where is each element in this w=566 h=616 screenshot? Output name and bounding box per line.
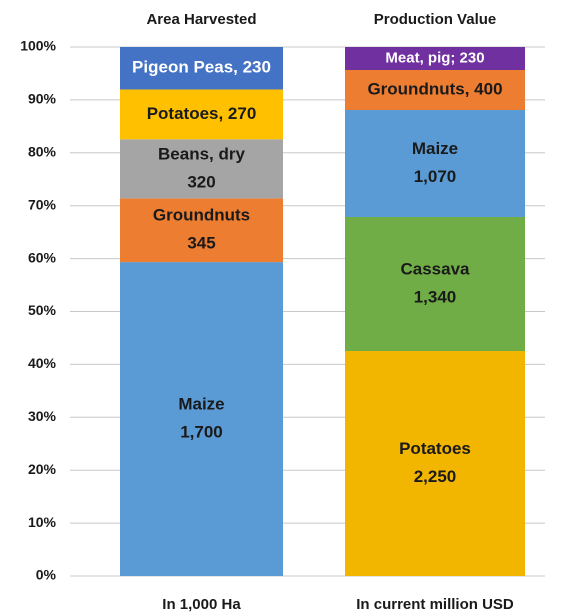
- bar-segment: [345, 217, 525, 351]
- segment-label: 1,340: [414, 287, 457, 306]
- y-tick-label: 40%: [28, 355, 57, 371]
- bar-segment: [345, 47, 525, 70]
- bar-title: Production Value: [374, 11, 497, 28]
- segment-label: Potatoes: [399, 439, 471, 458]
- segment-label: Meat, pig; 230: [385, 49, 484, 66]
- segment-label: 345: [187, 234, 215, 253]
- bar-segment: [120, 198, 283, 263]
- segment-label: 2,250: [414, 467, 457, 486]
- bar-segment: [345, 70, 525, 110]
- y-tick-label: 30%: [28, 408, 57, 424]
- bar-title: Area Harvested: [146, 11, 256, 28]
- y-tick-label: 10%: [28, 514, 57, 530]
- y-tick-label: 60%: [28, 249, 57, 265]
- y-tick-label: 50%: [28, 302, 57, 318]
- segment-label: Maize: [412, 139, 458, 158]
- bar-segment: [120, 89, 283, 140]
- y-tick-label: 80%: [28, 144, 57, 160]
- y-tick-label: 100%: [20, 38, 56, 54]
- segment-label: Cassava: [400, 259, 470, 278]
- segment-label: 1,070: [414, 167, 457, 186]
- y-tick-label: 0%: [36, 567, 57, 583]
- segment-label: Maize: [178, 395, 224, 414]
- segment-label: 320: [187, 172, 215, 191]
- segment-label: Potatoes, 270: [147, 104, 257, 123]
- segment-label: Groundnuts, 400: [367, 79, 502, 98]
- y-tick-label: 20%: [28, 461, 57, 477]
- bar-segment: [120, 262, 283, 576]
- segment-label: Beans, dry: [158, 144, 245, 163]
- y-tick-label: 90%: [28, 91, 57, 107]
- bar-footer: In current million USD: [356, 596, 514, 613]
- bar-segment: [120, 139, 283, 199]
- bar-segment: [345, 351, 525, 576]
- segment-label: 1,700: [180, 423, 223, 442]
- bar-segment: [120, 47, 283, 90]
- segment-label: Pigeon Peas, 230: [132, 58, 271, 77]
- segment-label: Groundnuts: [153, 206, 250, 225]
- y-tick-label: 70%: [28, 196, 57, 212]
- bar-segment: [345, 110, 525, 217]
- bar-footer: In 1,000 Ha: [162, 596, 241, 613]
